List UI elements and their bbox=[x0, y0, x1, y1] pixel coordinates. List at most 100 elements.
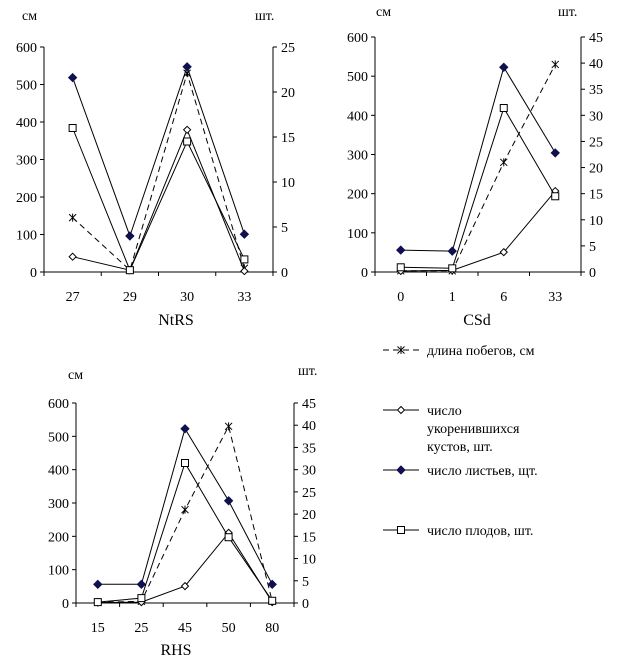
data-point-leaves bbox=[396, 245, 406, 255]
data-point-bushes bbox=[68, 252, 77, 261]
right-tick-label: 10 bbox=[589, 214, 603, 229]
left-tick-label: 300 bbox=[347, 149, 368, 164]
x-axis-title: CSd bbox=[463, 312, 491, 329]
series-line-bushes bbox=[97, 531, 273, 604]
legend-marker-leaves bbox=[396, 465, 406, 475]
right-tick-label: 25 bbox=[281, 41, 295, 56]
data-point-leaves bbox=[182, 62, 192, 72]
x-tick-label: 27 bbox=[66, 290, 80, 305]
series-line-fruits bbox=[72, 127, 245, 272]
chart-1: 0 100 200 300 400 500 600 0 5 10 15 20 25 27 29 30 33 см ш… bbox=[16, 9, 295, 329]
x-axis-title: NtRS bbox=[158, 312, 194, 329]
right-tick-label: 0 bbox=[302, 597, 309, 612]
x-tick-label: 30 bbox=[180, 290, 194, 305]
right-tick-label: 25 bbox=[302, 486, 316, 501]
series-line-leaves bbox=[400, 66, 556, 252]
right-tick-label: 20 bbox=[302, 508, 316, 523]
data-point-fruits bbox=[551, 192, 560, 201]
x-tick-label: 50 bbox=[222, 621, 236, 636]
left-tick-label: 500 bbox=[16, 79, 37, 94]
right-unit-label: шт. bbox=[558, 5, 577, 20]
left-tick-label: 500 bbox=[347, 70, 368, 85]
x-tick-label: 29 bbox=[123, 290, 137, 305]
data-point-leaves bbox=[550, 148, 560, 158]
right-tick-label: 15 bbox=[302, 530, 316, 545]
left-tick-label: 400 bbox=[48, 464, 69, 479]
right-tick-label: 35 bbox=[302, 441, 316, 456]
data-point-fruits bbox=[224, 533, 233, 542]
legend-label-bushes: число укоренившихся кустов, шт. bbox=[427, 404, 520, 455]
right-tick-label: 45 bbox=[589, 31, 603, 46]
left-tick-label: 200 bbox=[48, 530, 69, 545]
legend-marker-bushes bbox=[396, 405, 406, 415]
data-point-length bbox=[551, 60, 560, 69]
data-point-bushes bbox=[180, 581, 190, 591]
right-tick-label: 10 bbox=[302, 553, 316, 568]
data-point-leaves bbox=[125, 231, 135, 241]
right-tick-label: 5 bbox=[302, 575, 309, 590]
legend: длина побегов, см число укоренившихся кусто… bbox=[383, 344, 538, 539]
chart-3: 0 100 200 300 400 500 600 0 5 10 15 20 25 30 35 40 45 15 2… bbox=[48, 364, 317, 659]
data-point-length bbox=[68, 213, 77, 222]
data-point-length bbox=[181, 505, 189, 514]
data-point-bushes bbox=[182, 125, 192, 135]
left-tick-label: 200 bbox=[347, 188, 368, 203]
left-tick-label: 300 bbox=[16, 154, 37, 169]
right-tick-label: 20 bbox=[281, 86, 295, 101]
x-tick-label: 15 bbox=[91, 621, 105, 636]
data-point-length bbox=[499, 158, 508, 167]
left-tick-label: 600 bbox=[16, 41, 37, 56]
data-point-leaves bbox=[136, 579, 147, 590]
left-tick-label: 100 bbox=[16, 229, 37, 244]
series-line-bushes bbox=[400, 190, 556, 272]
chart-2: 0 100 200 300 400 500 600 0 5 10 15 20 25 30 35 40 45 0 1 6… bbox=[347, 5, 603, 329]
left-tick-label: 300 bbox=[48, 497, 69, 512]
data-point-fruits bbox=[448, 264, 457, 273]
x-tick-label: 80 bbox=[265, 621, 279, 636]
left-unit-label: см bbox=[376, 5, 391, 20]
right-tick-label: 5 bbox=[281, 221, 288, 236]
x-tick-label: 6 bbox=[500, 290, 507, 305]
right-tick-label: 10 bbox=[281, 176, 295, 191]
right-tick-label: 45 bbox=[302, 397, 316, 412]
data-point-leaves bbox=[267, 579, 277, 590]
x-tick-label: 33 bbox=[548, 290, 562, 305]
series-line-length bbox=[97, 424, 273, 603]
left-tick-label: 500 bbox=[48, 430, 69, 445]
right-tick-label: 35 bbox=[589, 83, 603, 98]
series-line-leaves bbox=[72, 65, 245, 238]
data-point-fruits bbox=[268, 596, 277, 605]
left-tick-label: 100 bbox=[48, 564, 69, 579]
right-tick-label: 0 bbox=[589, 266, 596, 281]
data-point-fruits bbox=[181, 459, 189, 467]
x-tick-label: 25 bbox=[134, 621, 148, 636]
right-unit-label: шт. bbox=[255, 9, 274, 24]
left-tick-label: 400 bbox=[347, 109, 368, 124]
data-point-bushes bbox=[240, 266, 249, 276]
data-point-bushes bbox=[499, 247, 508, 257]
right-tick-label: 0 bbox=[281, 266, 288, 281]
data-point-fruits bbox=[240, 255, 249, 264]
data-point-leaves bbox=[499, 62, 509, 72]
right-tick-label: 5 bbox=[589, 240, 596, 255]
legend-label-fruits: число плодов, шт. bbox=[427, 524, 533, 539]
data-point-fruits bbox=[183, 137, 192, 146]
series-line-length bbox=[400, 64, 556, 272]
right-tick-label: 40 bbox=[302, 419, 316, 434]
x-axis-title: RHS bbox=[160, 642, 191, 659]
legend-marker-length bbox=[397, 346, 405, 354]
data-point-leaves bbox=[180, 424, 190, 434]
x-tick-label: 45 bbox=[178, 621, 192, 636]
x-tick-label: 33 bbox=[237, 290, 251, 305]
right-tick-label: 30 bbox=[302, 464, 316, 479]
right-unit-label: шт. bbox=[298, 364, 317, 379]
left-unit-label: см bbox=[22, 9, 37, 24]
data-point-length bbox=[224, 422, 233, 431]
data-point-fruits bbox=[396, 263, 405, 272]
data-point-leaves bbox=[67, 72, 78, 83]
data-point-leaves bbox=[223, 496, 234, 506]
legend-label-leaves: число листьев, щт. bbox=[427, 464, 538, 479]
right-tick-label: 20 bbox=[589, 162, 603, 177]
left-tick-label: 0 bbox=[361, 266, 368, 281]
